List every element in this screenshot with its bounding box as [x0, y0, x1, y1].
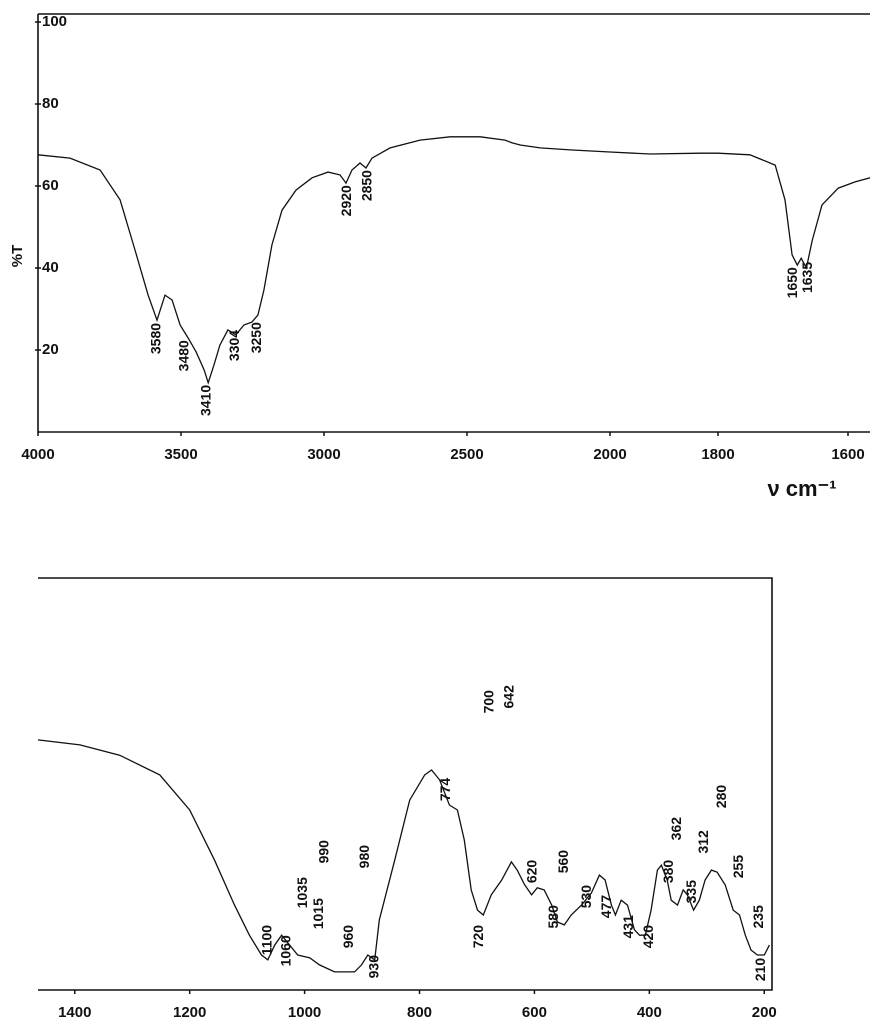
peak-label: 580 [545, 905, 561, 929]
x-tick-label: 1200 [173, 1004, 206, 1021]
x-axis-label: ν cm⁻¹ [767, 476, 836, 501]
peak-label: 335 [683, 880, 699, 904]
peak-label: 431 [620, 915, 636, 939]
x-tick-label: 1600 [831, 446, 864, 463]
peak-label: 235 [750, 905, 766, 929]
peak-label: 3580 [148, 323, 164, 354]
x-tick-label: 200 [752, 1004, 777, 1021]
y-tick-label: 20 [42, 341, 59, 358]
x-tick-label: 2000 [593, 446, 626, 463]
peak-label: 560 [555, 850, 571, 874]
y-tick-label: 100 [42, 13, 67, 30]
peak-label: 1650 [784, 267, 800, 298]
spectrum-curve [37, 739, 770, 973]
peak-label: 3410 [198, 385, 214, 416]
peak-label: 280 [713, 785, 729, 809]
peak-label: 1100 [259, 925, 275, 956]
y-tick-label: 40 [42, 259, 59, 276]
x-tick-label: 4000 [21, 446, 54, 463]
peak-label: 700 [480, 690, 496, 714]
peak-label: 1035 [294, 877, 310, 908]
peak-label: 1015 [310, 898, 326, 929]
peak-label: 530 [578, 885, 594, 909]
peak-label: 2920 [338, 185, 354, 216]
top-frame [37, 13, 870, 433]
peak-label: 3480 [176, 340, 192, 371]
spectrum-curve [37, 136, 870, 385]
y-tick-label: 60 [42, 177, 59, 194]
peak-label: 990 [315, 840, 331, 864]
x-tick-label: 2500 [450, 446, 483, 463]
peak-label: 620 [523, 860, 539, 884]
bottom-frame [38, 577, 773, 991]
peak-label: 930 [365, 955, 381, 979]
y-tick-label: 80 [42, 95, 59, 112]
peak-label: 642 [500, 685, 516, 709]
peak-label: 380 [660, 860, 676, 884]
peak-label: 255 [730, 855, 746, 879]
x-tick-label: 3000 [307, 446, 340, 463]
peak-label: 2850 [359, 170, 375, 201]
peak-label: 720 [470, 925, 486, 949]
peak-label: 3250 [248, 322, 264, 353]
x-tick-label: 1800 [701, 446, 734, 463]
y-axis-label: %T [9, 245, 26, 268]
peak-label: 362 [668, 817, 684, 841]
peak-label: 960 [340, 925, 356, 949]
peak-label: 980 [356, 845, 372, 869]
peak-label: 3304 [226, 330, 242, 361]
peak-label: 1060 [277, 935, 293, 966]
x-tick-label: 400 [637, 1004, 662, 1021]
peak-label: 312 [695, 830, 711, 854]
x-tick-label: 800 [407, 1004, 432, 1021]
peak-label: 477 [598, 895, 614, 919]
x-tick-label: 1000 [288, 1004, 321, 1021]
x-tick-label: 1400 [58, 1004, 91, 1021]
peak-label: 774 [437, 778, 453, 802]
peak-label: 1635 [799, 262, 815, 293]
x-tick-label: 600 [522, 1004, 547, 1021]
x-tick-label: 3500 [164, 446, 197, 463]
peak-label: 420 [640, 925, 656, 949]
peak-label: 210 [752, 958, 768, 982]
